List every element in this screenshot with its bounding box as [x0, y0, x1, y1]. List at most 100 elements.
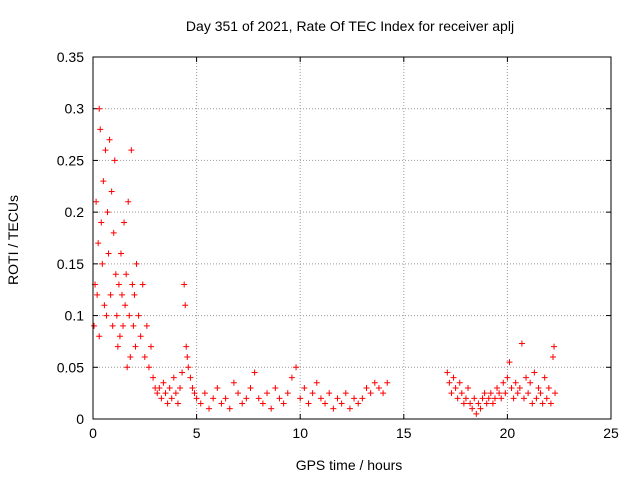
data-point	[182, 302, 189, 309]
data-point	[174, 400, 181, 407]
data-point	[456, 379, 463, 386]
data-point	[342, 390, 349, 397]
data-point	[549, 353, 556, 360]
data-point	[520, 395, 527, 402]
grid-lines	[93, 57, 611, 419]
data-point	[133, 260, 140, 267]
data-point	[317, 395, 324, 402]
data-point	[541, 374, 548, 381]
data-point	[322, 400, 329, 407]
data-point	[189, 384, 196, 391]
data-point	[110, 229, 117, 236]
data-point	[384, 379, 391, 386]
y-tick-label: 0.15	[57, 256, 84, 272]
data-point	[125, 198, 132, 205]
data-point	[313, 379, 320, 386]
data-point	[124, 364, 131, 371]
data-point	[126, 312, 133, 319]
y-tick-label: 0.25	[57, 152, 84, 168]
data-point	[264, 390, 271, 397]
data-point	[96, 333, 103, 340]
data-point	[122, 302, 129, 309]
data-point	[465, 384, 472, 391]
data-point	[191, 390, 198, 397]
data-point	[121, 219, 128, 226]
data-point	[148, 343, 155, 350]
data-point	[111, 157, 118, 164]
data-point	[259, 400, 266, 407]
data-point	[243, 395, 250, 402]
data-point	[99, 260, 106, 267]
data-point	[132, 343, 139, 350]
data-point	[535, 384, 542, 391]
data-point	[489, 400, 496, 407]
data-point	[351, 395, 358, 402]
data-point	[255, 395, 262, 402]
data-point	[444, 369, 451, 376]
x-axis-label: GPS time / hours	[296, 457, 403, 473]
data-point	[193, 395, 200, 402]
data-point	[552, 390, 559, 397]
data-point	[533, 395, 540, 402]
data-point	[210, 395, 217, 402]
data-point	[471, 395, 478, 402]
data-point	[359, 395, 366, 402]
data-point	[301, 384, 308, 391]
data-point	[346, 405, 353, 412]
data-point	[487, 390, 494, 397]
data-point	[367, 390, 374, 397]
data-point	[506, 359, 513, 366]
data-point	[462, 395, 469, 402]
data-point	[467, 400, 474, 407]
data-point	[181, 281, 188, 288]
y-tick-label: 0.1	[65, 308, 85, 324]
data-point	[113, 312, 120, 319]
data-point	[494, 384, 501, 391]
data-point	[162, 390, 169, 397]
y-axis-label: ROTI / TECUs	[5, 195, 21, 285]
data-point	[129, 281, 136, 288]
x-tick-label: 25	[603, 425, 619, 441]
data-point	[508, 384, 515, 391]
data-point	[235, 390, 242, 397]
data-point	[305, 400, 312, 407]
data-point	[551, 343, 558, 350]
data-point	[500, 379, 507, 386]
data-point	[179, 369, 186, 376]
data-point	[123, 271, 130, 278]
data-point	[100, 178, 107, 185]
data-point	[170, 374, 177, 381]
x-tick-label: 20	[500, 425, 516, 441]
data-point	[177, 384, 184, 391]
data-point	[172, 390, 179, 397]
data-point	[330, 405, 337, 412]
data-point	[96, 105, 103, 112]
data-point	[97, 126, 104, 133]
data-point	[454, 395, 461, 402]
data-point	[94, 291, 101, 298]
chart-title: Day 351 of 2021, Rate Of TEC Index for r…	[186, 18, 514, 34]
data-point	[247, 384, 254, 391]
data-point	[485, 395, 492, 402]
data-point	[164, 400, 171, 407]
data-point	[469, 405, 476, 412]
data-point	[230, 379, 237, 386]
data-point	[166, 384, 173, 391]
data-point	[107, 291, 114, 298]
y-tick-label: 0	[76, 411, 84, 427]
data-point	[539, 400, 546, 407]
data-point	[363, 384, 370, 391]
data-point	[529, 400, 536, 407]
data-point	[120, 322, 127, 329]
data-point	[184, 353, 191, 360]
data-point	[145, 364, 152, 371]
data-point	[105, 250, 112, 257]
data-point	[206, 405, 213, 412]
data-point	[371, 379, 378, 386]
data-point	[168, 395, 175, 402]
data-point	[158, 395, 165, 402]
data-point	[502, 390, 509, 397]
data-point	[272, 384, 279, 391]
data-point	[523, 374, 530, 381]
